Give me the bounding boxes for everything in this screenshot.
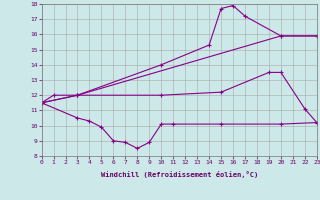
X-axis label: Windchill (Refroidissement éolien,°C): Windchill (Refroidissement éolien,°C) bbox=[100, 171, 258, 178]
